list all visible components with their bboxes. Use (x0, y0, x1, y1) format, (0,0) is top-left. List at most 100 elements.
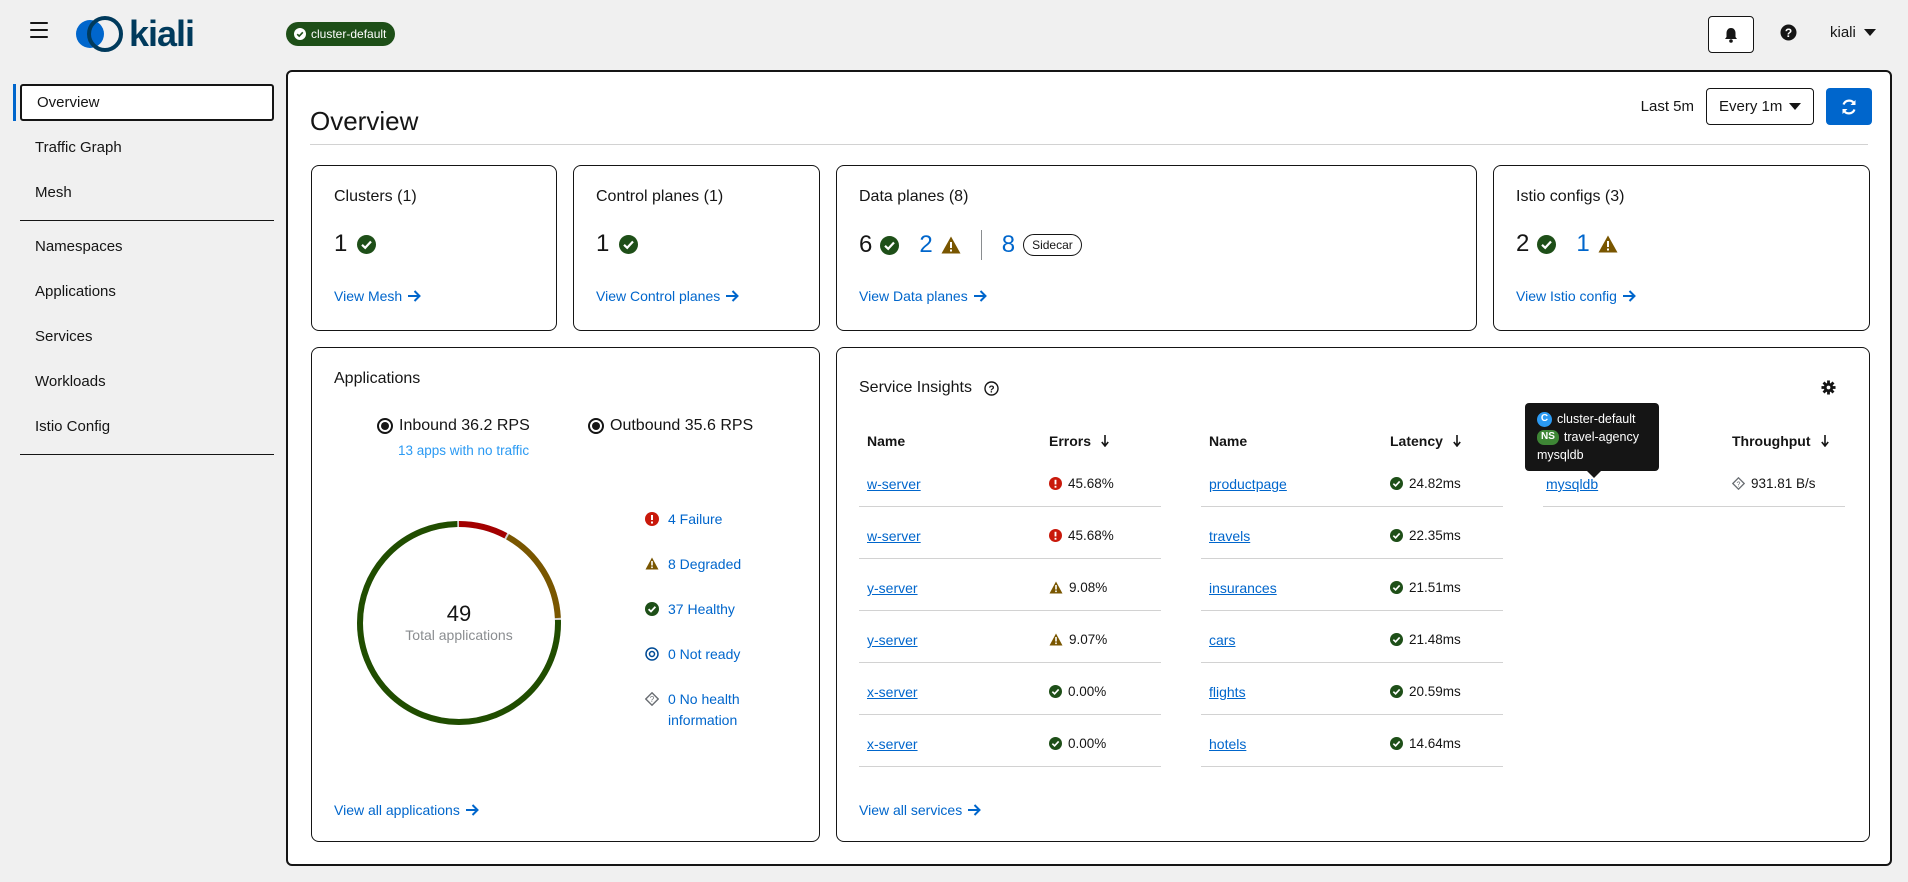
arrow-right-icon (465, 804, 479, 816)
table-row-value: 21.51ms (1390, 580, 1461, 595)
svg-text:?: ? (1785, 26, 1792, 40)
table-row-value: 21.48ms (1390, 632, 1461, 647)
data-planes-degraded-count[interactable]: 2 (919, 231, 933, 258)
inbound-toggle[interactable]: Inbound 36.2 RPS (377, 417, 530, 435)
table-row-value: 22.35ms (1390, 528, 1461, 543)
sidebar-item-namespaces[interactable]: Namespaces (35, 238, 123, 255)
view-all-services-link[interactable]: View all services (859, 802, 982, 818)
throughput-row-divider (1543, 506, 1845, 507)
user-menu[interactable]: kiali (1830, 24, 1876, 41)
legend-no-health-line1: 0 No health (668, 691, 740, 707)
table-row-name[interactable]: y-server (867, 580, 918, 596)
table-row-name[interactable]: x-server (867, 736, 918, 752)
table-row-name[interactable]: hotels (1209, 736, 1247, 752)
check-circle-icon (1390, 633, 1403, 646)
istio-configs-warning-count[interactable]: 1 (1576, 230, 1590, 257)
legend-degraded[interactable]: 8 Degraded (645, 554, 741, 575)
check-circle-icon (1537, 234, 1557, 254)
view-data-planes-link[interactable]: View Data planes (859, 288, 987, 304)
table-row-name[interactable]: y-server (867, 632, 918, 648)
sidecar-count[interactable]: 8 (1001, 231, 1016, 258)
check-circle-icon (645, 602, 659, 616)
kiali-logo[interactable]: kiali (73, 13, 195, 54)
help-circle-icon[interactable]: ? (984, 380, 999, 396)
sidebar-item-istio-config[interactable]: Istio Config (35, 418, 111, 435)
sidebar-item-services[interactable]: Services (35, 328, 93, 345)
arrow-right-icon (968, 804, 982, 816)
outbound-toggle[interactable]: Outbound 35.6 RPS (588, 417, 753, 435)
legend-no-health[interactable]: ? 0 No health information (645, 689, 740, 731)
data-planes-healthy-count: 6 (859, 231, 873, 258)
sidebar-item-applications[interactable]: Applications (35, 283, 116, 300)
table-row-name[interactable]: x-server (867, 684, 918, 700)
check-circle-icon (1390, 581, 1403, 594)
legend-failure[interactable]: 4 Failure (645, 509, 722, 530)
view-istio-config-link[interactable]: View Istio config (1516, 288, 1636, 304)
table-row-value-label: 45.68% (1068, 528, 1114, 543)
clusters-card: Clusters (1) 1 View Mesh (311, 165, 557, 331)
notifications-button[interactable] (1708, 16, 1754, 53)
view-mesh-label: View Mesh (334, 288, 403, 304)
throughput-header[interactable]: Throughput (1732, 433, 1829, 449)
view-mesh-link[interactable]: View Mesh (334, 288, 422, 304)
settings-gear-icon[interactable] (1821, 380, 1836, 395)
menu-toggle-icon[interactable] (30, 22, 48, 38)
table-row-name[interactable]: travels (1209, 528, 1251, 544)
throughput-row-name[interactable]: mysqldb (1546, 476, 1599, 492)
table-row-value: 14.64ms (1390, 736, 1461, 751)
check-circle-icon (1390, 477, 1403, 490)
sync-icon (1842, 99, 1856, 114)
table-row-name[interactable]: flights (1209, 684, 1246, 700)
inbound-radio[interactable] (377, 418, 393, 434)
warning-icon (645, 557, 659, 570)
latency-name-header[interactable]: Name (1209, 433, 1247, 449)
table-row-name[interactable]: cars (1209, 632, 1236, 648)
sort-down-icon (1820, 435, 1829, 447)
outbound-radio[interactable] (588, 418, 604, 434)
title-divider (310, 144, 1868, 145)
sidebar-item-mesh[interactable]: Mesh (35, 184, 72, 201)
table-row-value: 9.07% (1049, 632, 1107, 647)
sidebar-item-workloads[interactable]: Workloads (35, 373, 106, 390)
table-row-name[interactable]: insurances (1209, 580, 1277, 596)
legend-not-ready[interactable]: 0 Not ready (645, 644, 740, 665)
warning-icon (1049, 633, 1063, 646)
table-row-divider (1201, 766, 1503, 767)
table-row-name[interactable]: w-server (867, 476, 921, 492)
refresh-interval-select[interactable]: Every 1m (1706, 88, 1814, 125)
refresh-interval-value: Every 1m (1719, 98, 1783, 115)
check-circle-icon (1049, 737, 1062, 750)
arrow-right-icon (408, 290, 422, 302)
table-row-name[interactable]: w-server (867, 528, 921, 544)
inbound-label: Inbound 36.2 RPS (399, 417, 530, 434)
table-row-name[interactable]: productpage (1209, 476, 1287, 492)
legend-healthy[interactable]: 37 Healthy (645, 599, 735, 620)
table-row-divider (859, 766, 1161, 767)
errors-header[interactable]: Errors (1049, 433, 1109, 449)
errors-name-header-label: Name (867, 433, 906, 449)
donut-segment-healthy[interactable] (357, 521, 561, 725)
not-ready-icon (645, 647, 659, 661)
view-all-applications-label: View all applications (334, 802, 460, 818)
no-traffic-label: 13 apps with no traffic (398, 443, 530, 458)
view-control-planes-link[interactable]: View Control planes (596, 288, 740, 304)
sidebar-item-overview[interactable]: Overview (20, 84, 274, 121)
refresh-button[interactable] (1826, 88, 1872, 125)
check-circle-icon (294, 28, 306, 40)
svg-text:?: ? (988, 384, 994, 395)
sidebar-divider (20, 220, 274, 221)
view-istio-config-label: View Istio config (1516, 288, 1617, 304)
errors-name-header[interactable]: Name (867, 433, 905, 449)
sort-down-icon (1101, 435, 1109, 447)
applications-donut-chart: 49 Total applications (357, 521, 561, 725)
donut-segment-failure[interactable] (357, 521, 561, 725)
warning-icon (1049, 581, 1063, 594)
sidebar-item-traffic-graph[interactable]: Traffic Graph (35, 139, 122, 156)
latency-header[interactable]: Latency (1390, 433, 1461, 449)
cluster-badge-label: cluster-default (311, 27, 387, 41)
view-all-applications-link[interactable]: View all applications (334, 802, 479, 818)
stat-separator (980, 230, 982, 260)
logo-text: kiali (129, 13, 195, 54)
help-icon[interactable]: ? (1780, 24, 1797, 41)
unknown-health-icon: ? (645, 692, 659, 706)
